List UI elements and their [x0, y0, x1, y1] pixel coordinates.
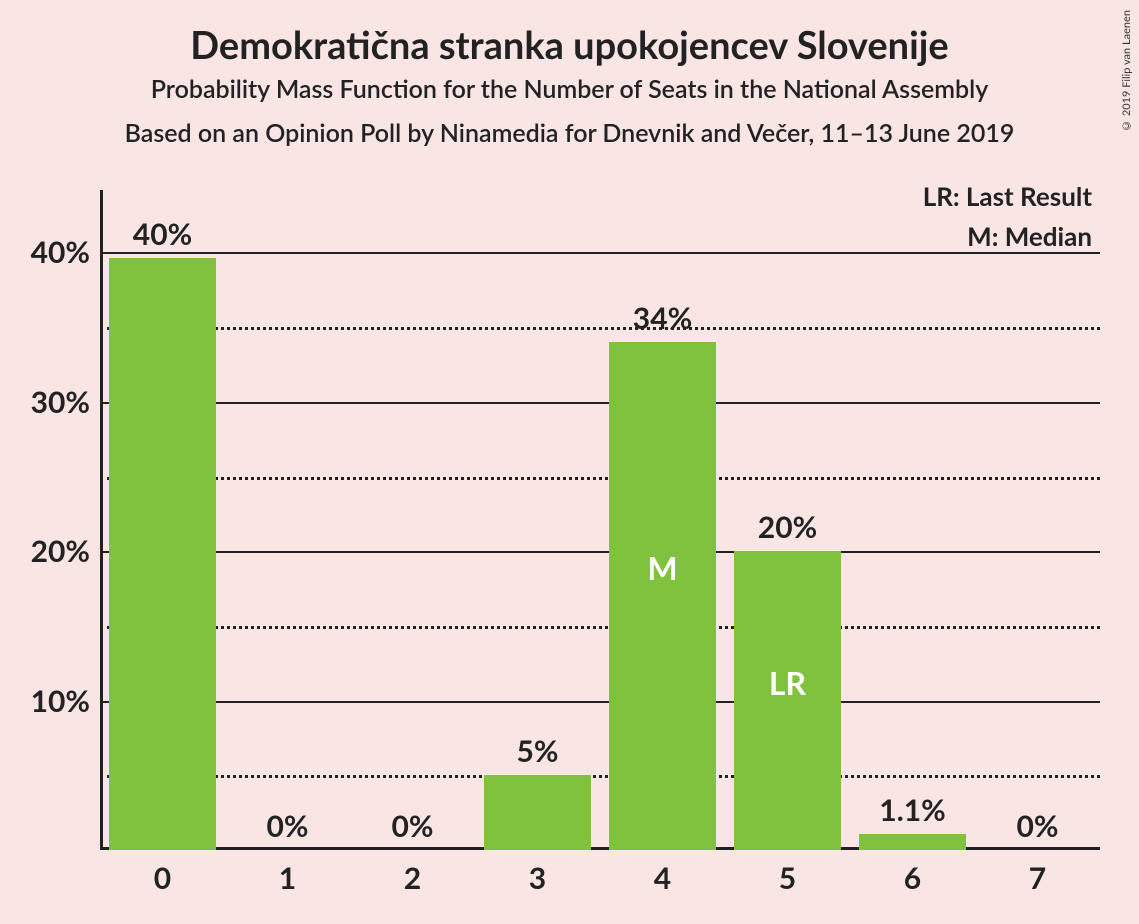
bar-value-label: 0%	[267, 808, 309, 844]
bar: 1.1%	[859, 834, 967, 850]
y-tick-label: 40%	[31, 234, 90, 270]
x-tick-label: 4	[654, 860, 671, 896]
gridline	[100, 477, 1100, 480]
bar-value-label: 0%	[392, 808, 434, 844]
bar: 40%	[109, 258, 217, 850]
legend-entry: LR: Last Result	[923, 180, 1092, 212]
chart-subtitle-2: Based on an Opinion Poll by Ninamedia fo…	[0, 118, 1139, 148]
bar-value-label: 20%	[758, 509, 817, 545]
x-tick-label: 7	[1029, 860, 1046, 896]
x-tick-label: 5	[779, 860, 796, 896]
gridline	[100, 701, 1100, 703]
bar-value-label: 0%	[1017, 808, 1059, 844]
x-tick-label: 2	[404, 860, 421, 896]
bar-value-label: 40%	[133, 216, 192, 252]
bar-value-label: 1.1%	[879, 792, 946, 828]
bar: 34%	[609, 342, 717, 850]
gridline	[100, 626, 1100, 629]
y-tick-label: 10%	[31, 683, 90, 719]
x-tick-label: 3	[529, 860, 546, 896]
gridline	[100, 327, 1100, 330]
x-tick-label: 1	[279, 860, 296, 896]
legend-entry: M: Median	[967, 220, 1092, 252]
bar-value-label: 34%	[633, 300, 692, 336]
x-tick-label: 6	[904, 860, 921, 896]
chart-plot-area: 10%20%30%40%40%00%10%25%334%420%51.1%60%…	[100, 230, 1100, 850]
bar-value-label: 5%	[517, 733, 559, 769]
x-tick-label: 0	[154, 860, 171, 896]
bar-annotation: M	[647, 548, 677, 587]
gridline	[100, 252, 1100, 254]
gridline	[100, 402, 1100, 404]
gridline	[100, 775, 1100, 778]
y-axis-line	[100, 190, 103, 850]
bar-annotation: LR	[769, 663, 806, 702]
chart-title: Demokratična stranka upokojencev Sloveni…	[0, 22, 1139, 68]
gridline	[100, 551, 1100, 553]
bar: 5%	[484, 775, 592, 850]
y-tick-label: 30%	[31, 384, 90, 420]
y-tick-label: 20%	[31, 533, 90, 569]
chart-subtitle-1: Probability Mass Function for the Number…	[0, 74, 1139, 104]
